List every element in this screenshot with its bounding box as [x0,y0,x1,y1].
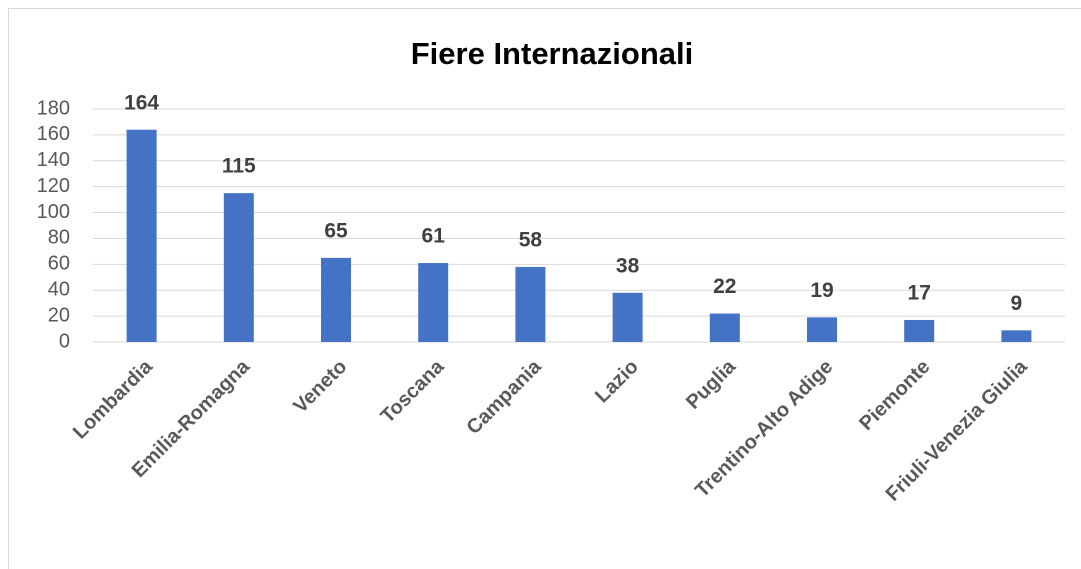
bar [418,263,449,342]
x-tick-label: Toscana [377,355,450,428]
bar [709,313,740,342]
bar [1001,330,1032,342]
bar [126,129,157,342]
value-label: 115 [222,155,256,178]
y-tick-label: 140 [37,149,70,171]
bar [612,292,643,342]
y-tick-label: 0 [59,330,70,352]
value-label: 164 [124,91,159,114]
chart-title: Fiere Internazionali [411,36,694,71]
y-tick-label: 100 [37,201,70,223]
bar [321,257,351,342]
x-tick-label: Puglia [682,355,741,414]
x-tick-label: Campania [463,355,547,439]
x-tick-label: Veneto [289,356,351,418]
bar [904,319,935,342]
y-tick-label: 40 [48,279,70,301]
value-label: 38 [616,254,640,277]
value-label: 17 [908,282,931,305]
bar [223,193,254,342]
bar [515,266,546,342]
value-label: 65 [324,219,348,242]
x-tick-label: Lazio [591,356,643,408]
y-tick-label: 80 [48,227,70,249]
y-tick-label: 60 [48,253,70,275]
value-label: 58 [519,228,543,251]
bar [807,317,837,342]
y-tick-label: 160 [37,123,70,145]
x-tick-label: Lombardia [69,355,157,443]
value-label: 61 [422,225,446,248]
value-label: 22 [713,275,736,298]
value-label: 19 [810,279,833,302]
y-tick-label: 20 [48,304,70,326]
y-tick-label: 180 [37,97,70,119]
value-label: 9 [1011,292,1023,315]
y-tick-label: 120 [37,175,70,197]
chart-border [8,8,1081,569]
x-tick-label: Piemonte [855,356,934,435]
